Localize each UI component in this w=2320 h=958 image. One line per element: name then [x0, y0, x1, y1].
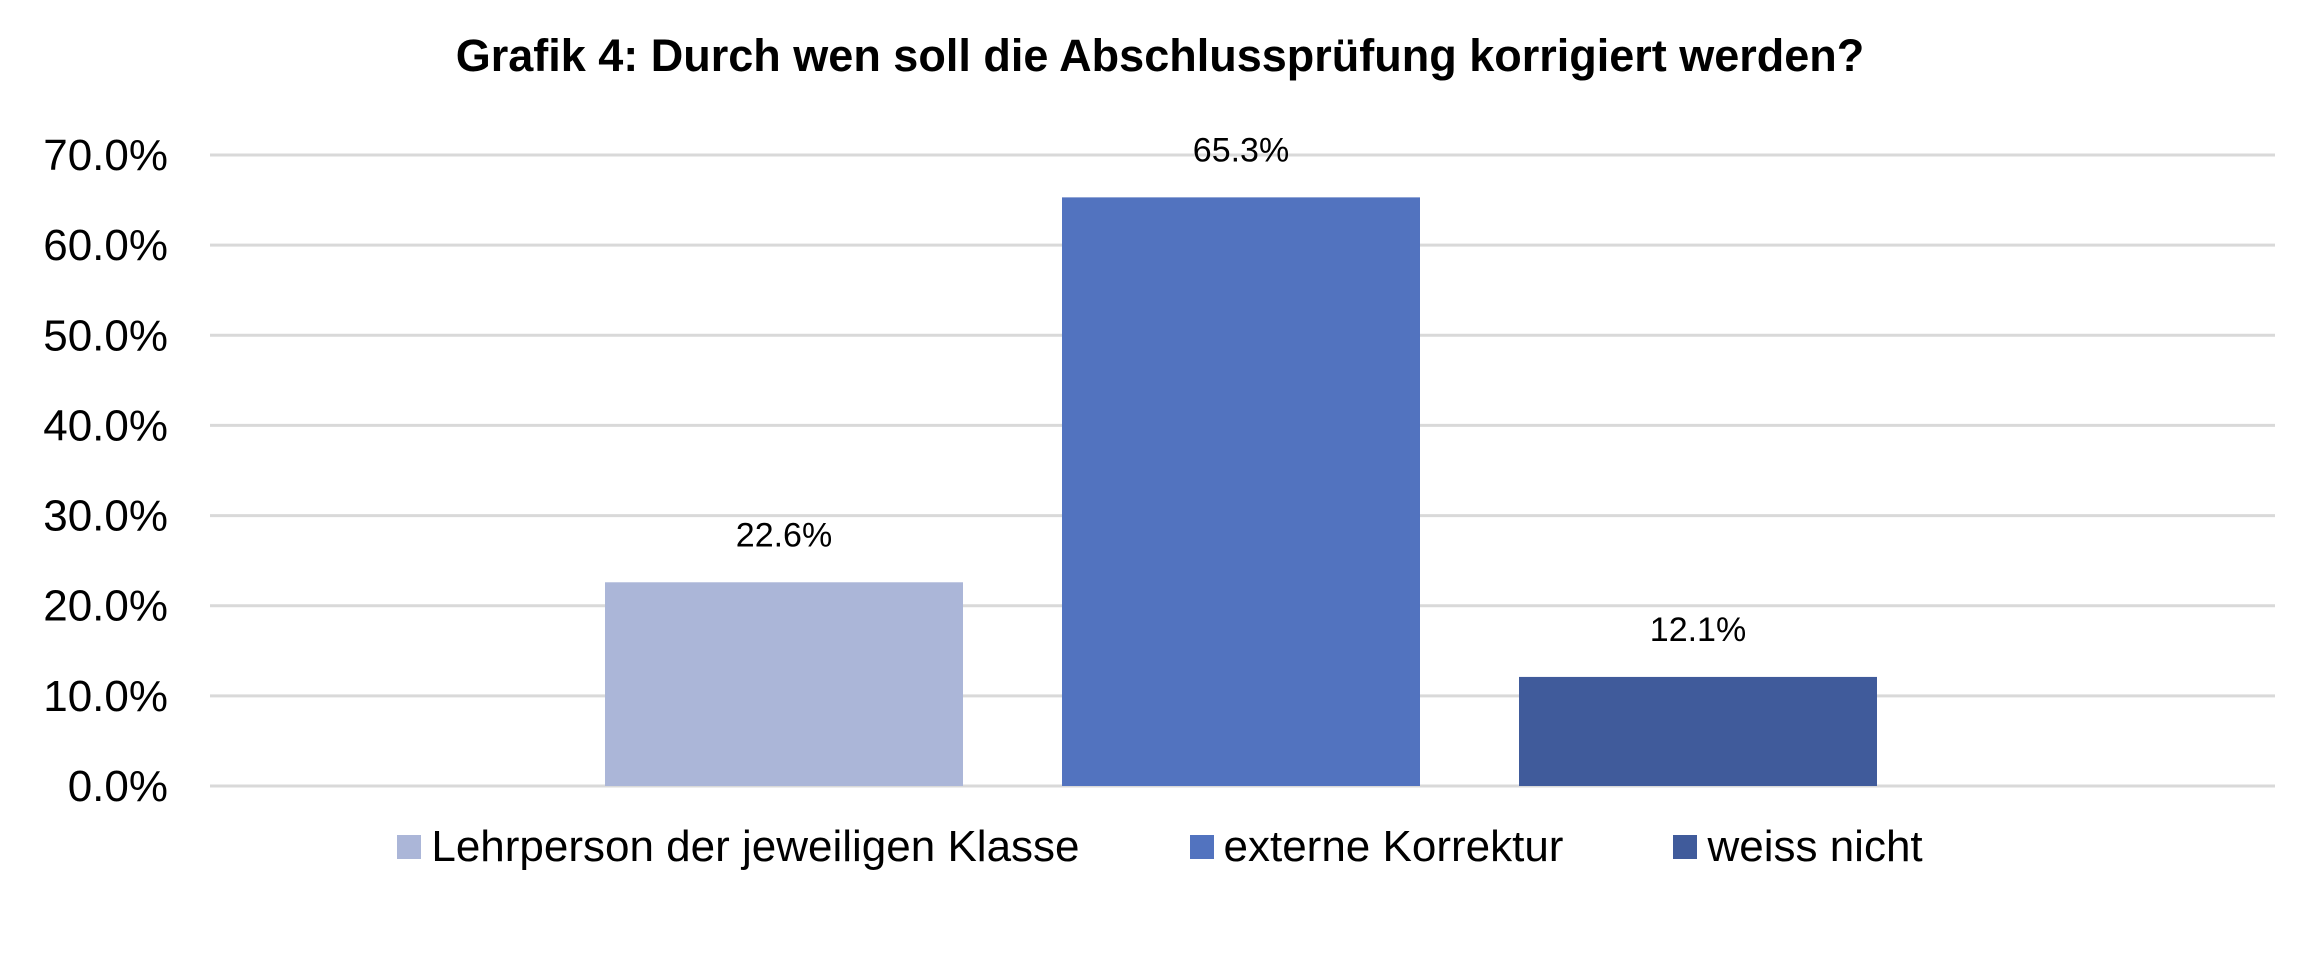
bars [605, 197, 1877, 787]
data-label: 65.3% [1193, 131, 1289, 169]
bar-2 [1062, 197, 1420, 787]
bar-3 [1519, 676, 1877, 786]
y-tick-label: 30.0% [43, 492, 168, 541]
legend-swatch [1673, 835, 1698, 859]
legend-item: weiss nicht [1673, 822, 1923, 872]
chart-title: Grafik 4: Durch wen soll die Abschlusspr… [455, 30, 1865, 81]
legend-swatch [397, 835, 422, 859]
y-axis-ticks: 0.0% 10.0% 20.0% 30.0% 40.0% 50.0% 60.0% 70.0% [43, 131, 168, 811]
legend-item: externe Korrektur [1189, 822, 1564, 872]
y-tick-label: 50.0% [43, 311, 168, 360]
y-tick-label: 10.0% [43, 672, 168, 721]
legend-label: externe Korrektur [1223, 822, 1564, 871]
y-tick-label: 40.0% [43, 401, 168, 450]
data-labels: 22.6% 65.3% 12.1% [736, 131, 1746, 649]
legend-label: weiss nicht [1707, 822, 1923, 871]
legend-swatch [1189, 835, 1214, 859]
y-tick-label: 0.0% [68, 762, 168, 811]
bar-1 [605, 582, 963, 786]
data-label: 12.1% [1650, 611, 1746, 649]
y-tick-label: 20.0% [43, 582, 168, 631]
legend-label: Lehrperson der jeweiligen Klasse [431, 822, 1080, 871]
legend-item: Lehrperson der jeweiligen Klasse [397, 822, 1080, 872]
y-tick-label: 70.0% [43, 131, 168, 180]
legend: Lehrperson der jeweiligen Klasse externe … [0, 822, 2320, 872]
y-tick-label: 60.0% [43, 221, 168, 270]
data-label: 22.6% [736, 516, 832, 554]
